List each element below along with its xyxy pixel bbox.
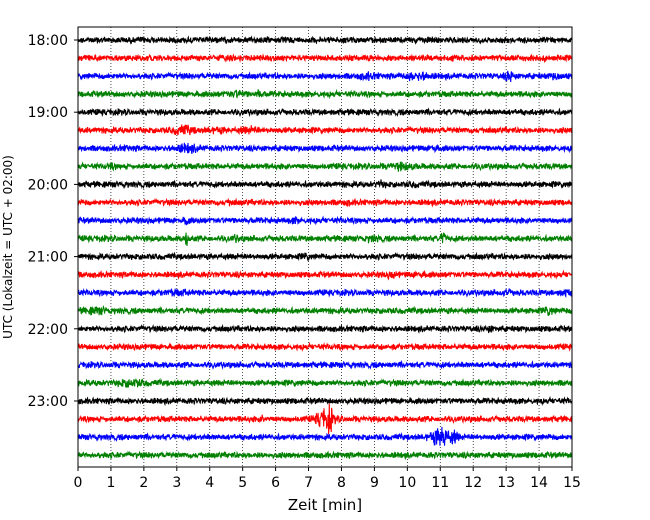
trace-2030 <box>77 215 573 226</box>
trace-2315 <box>77 403 573 435</box>
x-tick-label: 12 <box>464 475 482 491</box>
x-tick-label: 2 <box>139 475 148 491</box>
x-tick-label: 1 <box>106 475 115 491</box>
trace-2100 <box>77 251 573 262</box>
trace-1900 <box>77 107 573 118</box>
trace-1945 <box>77 161 573 172</box>
trace-1930 <box>77 142 573 154</box>
trace-2300 <box>77 395 573 407</box>
trace-1845 <box>77 89 573 100</box>
x-tick-label: 0 <box>74 475 83 491</box>
y-tick-label: 21:00 <box>28 250 68 266</box>
trace-layer <box>77 35 573 461</box>
trace-2045 <box>77 232 573 247</box>
trace-2130 <box>77 287 573 299</box>
grid-layer <box>110 27 540 467</box>
x-tick-label: 9 <box>370 475 379 491</box>
y-axis: 18:00 19:00 20:00 21:00 22:00 23:00 <box>28 33 78 410</box>
trace-1815 <box>77 53 573 64</box>
y-tick-label: 23:00 <box>28 394 68 410</box>
trace-2345 <box>77 450 573 461</box>
y-tick-label: 22:00 <box>28 322 68 338</box>
x-axis: 0 1 2 3 4 5 6 7 8 9 10 11 12 13 14 15 <box>74 467 581 491</box>
x-axis-label: Zeit [min] <box>288 496 362 514</box>
x-tick-label: 7 <box>304 475 313 491</box>
x-tick-label: 4 <box>205 475 214 491</box>
trace-1800 <box>77 35 573 46</box>
x-tick-label: 6 <box>271 475 280 491</box>
x-tick-label: 10 <box>398 475 416 491</box>
trace-2230 <box>77 360 573 370</box>
trace-2145 <box>77 304 573 316</box>
trace-2115 <box>77 269 573 281</box>
x-tick-label: 3 <box>172 475 181 491</box>
trace-2015 <box>77 197 573 208</box>
x-tick-label: 8 <box>337 475 346 491</box>
x-tick-label: 15 <box>563 475 581 491</box>
x-tick-label: 13 <box>497 475 515 491</box>
y-tick-label: 19:00 <box>28 105 68 121</box>
y-axis-label: UTC (Lokalzeit = UTC + 02:00) <box>1 155 15 339</box>
y-tick-label: 18:00 <box>28 33 68 49</box>
trace-2200 <box>77 323 573 334</box>
x-tick-label: 11 <box>431 475 449 491</box>
y-tick-label: 20:00 <box>28 177 68 193</box>
x-tick-label: 14 <box>530 475 548 491</box>
trace-2000 <box>77 179 573 190</box>
trace-2330 <box>77 426 573 446</box>
trace-2215 <box>77 341 573 352</box>
trace-1830 <box>77 70 573 83</box>
trace-1915 <box>77 124 573 136</box>
x-tick-label: 5 <box>238 475 247 491</box>
trace-2245 <box>77 377 573 388</box>
plot-frame <box>77 26 573 468</box>
